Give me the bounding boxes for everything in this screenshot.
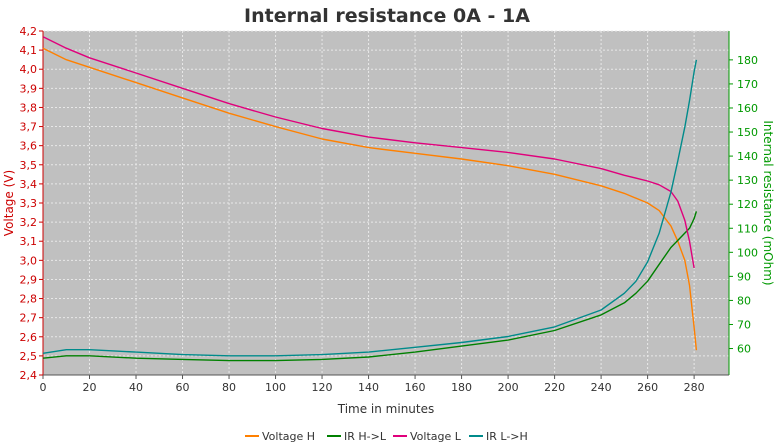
y-left-tick-label: 3,2 <box>20 216 38 229</box>
y-right-tick-label: 70 <box>737 318 751 331</box>
x-axis-label: Time in minutes <box>337 402 435 416</box>
y-left-axis-label: Voltage (V) <box>2 170 16 236</box>
x-tick-label: 120 <box>312 381 333 394</box>
x-tick-label: 220 <box>544 381 565 394</box>
y-right-tick-label: 140 <box>737 150 758 163</box>
y-left-axis-ticks: 2,4 2,5 2,6 2,7 2,8 2,9 3,0 3,1 3,2 3,3 3,4 3,5 3,6 3… <box>20 25 43 382</box>
legend-label-ir-h-l: IR H->L <box>344 430 387 443</box>
x-tick-label: 40 <box>129 381 143 394</box>
y-left-tick-label: 3,4 <box>20 178 38 191</box>
y-left-tick-label: 2,7 <box>20 312 38 325</box>
legend-label-ir-l-h: IR L->H <box>486 430 528 443</box>
y-right-tick-label: 150 <box>737 126 758 139</box>
series-line-ir-l-h <box>42 59 698 357</box>
y-left-tick-label: 3,5 <box>20 159 38 172</box>
y-left-tick-label: 2,5 <box>20 350 38 363</box>
y-right-tick-label: 60 <box>737 343 751 356</box>
y-left-tick-label: 4,1 <box>20 44 38 57</box>
y-left-tick-label: 3,6 <box>20 140 38 153</box>
y-left-tick-label: 2,9 <box>20 273 38 286</box>
series-lines <box>42 36 698 362</box>
y-left-tick-label: 2,6 <box>20 331 38 344</box>
x-tick-label: 80 <box>222 381 236 394</box>
y-right-tick-label: 130 <box>737 174 758 187</box>
legend-label-voltage-h: Voltage H <box>262 430 315 443</box>
x-tick-label: 60 <box>176 381 190 394</box>
y-right-axis-label: Internal resistance (mOhm) <box>761 120 774 285</box>
plot-area <box>43 31 729 375</box>
y-right-tick-label: 90 <box>737 270 751 283</box>
y-right-tick-label: 100 <box>737 246 758 259</box>
x-tick-label: 160 <box>405 381 426 394</box>
y-right-tick-label: 160 <box>737 102 758 115</box>
x-tick-label: 260 <box>637 381 658 394</box>
y-left-tick-label: 3,8 <box>20 101 38 114</box>
x-tick-label: 180 <box>451 381 472 394</box>
legend: Voltage H IR H->L Voltage L IR L->H <box>245 430 528 443</box>
y-right-tick-label: 120 <box>737 198 758 211</box>
series-line-voltage-l <box>42 36 695 269</box>
y-left-tick-label: 4,0 <box>20 63 38 76</box>
y-left-tick-label: 2,8 <box>20 293 38 306</box>
y-right-axis-ticks: 60 70 80 90 100 110 120 130 140 150 160 170 180 <box>729 54 758 356</box>
x-tick-label: 280 <box>684 381 705 394</box>
series-line-ir-h-l <box>42 211 698 362</box>
y-right-tick-label: 80 <box>737 294 751 307</box>
x-axis-ticks: 0 20 40 60 80 100 120 140 160 180 200 220 240 260 280 <box>40 375 705 394</box>
y-right-tick-label: 180 <box>737 54 758 67</box>
x-tick-label: 200 <box>498 381 519 394</box>
x-tick-label: 0 <box>40 381 47 394</box>
x-tick-label: 140 <box>358 381 379 394</box>
y-left-tick-label: 4,2 <box>20 25 38 38</box>
y-right-tick-label: 110 <box>737 222 758 235</box>
x-tick-label: 240 <box>591 381 612 394</box>
series-line-voltage-h <box>42 47 698 351</box>
x-tick-label: 20 <box>83 381 97 394</box>
y-left-tick-label: 3,0 <box>20 254 38 267</box>
legend-label-voltage-l: Voltage L <box>410 430 462 443</box>
y-left-tick-label: 3,7 <box>20 121 38 134</box>
y-left-tick-label: 3,9 <box>20 82 38 95</box>
y-left-tick-label: 3,3 <box>20 197 38 210</box>
y-left-tick-label: 3,1 <box>20 235 38 248</box>
y-right-tick-label: 170 <box>737 78 758 91</box>
y-left-tick-label: 2,4 <box>20 369 38 382</box>
chart-title: Internal resistance 0A - 1A <box>244 5 530 27</box>
x-tick-label: 100 <box>265 381 286 394</box>
